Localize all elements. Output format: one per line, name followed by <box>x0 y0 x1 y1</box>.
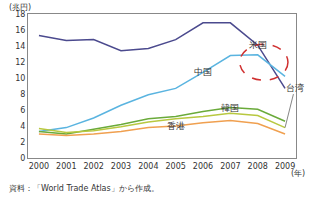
svg-text:2003: 2003 <box>111 162 131 171</box>
svg-text:0: 0 <box>20 154 25 163</box>
svg-text:2009: 2009 <box>275 162 295 171</box>
svg-text:(兆円): (兆円) <box>9 3 31 12</box>
svg-text:2005: 2005 <box>165 162 185 171</box>
svg-text:(年): (年) <box>291 169 305 178</box>
svg-text:2004: 2004 <box>138 162 158 171</box>
svg-text:14: 14 <box>15 42 25 51</box>
svg-text:10: 10 <box>15 74 25 83</box>
svg-text:2006: 2006 <box>193 162 213 171</box>
svg-text:8: 8 <box>20 90 25 99</box>
svg-text:12: 12 <box>15 58 25 67</box>
svg-text:中国: 中国 <box>194 67 212 77</box>
svg-text:2002: 2002 <box>83 162 103 171</box>
svg-text:2000: 2000 <box>29 162 49 171</box>
svg-text:2008: 2008 <box>248 162 268 171</box>
svg-text:2: 2 <box>20 138 25 147</box>
svg-text:16: 16 <box>15 26 25 35</box>
svg-text:香港: 香港 <box>167 121 185 131</box>
svg-text:6: 6 <box>20 106 25 115</box>
svg-text:資料：「World Trade Atlas」から作成。: 資料：「World Trade Atlas」から作成。 <box>9 184 159 193</box>
svg-text:2001: 2001 <box>56 162 76 171</box>
svg-text:4: 4 <box>20 122 25 131</box>
svg-text:米国: 米国 <box>249 40 267 50</box>
svg-text:18: 18 <box>15 10 25 19</box>
svg-text:韓国: 韓国 <box>221 103 239 113</box>
svg-text:台湾: 台湾 <box>286 83 304 93</box>
svg-text:2007: 2007 <box>220 162 240 171</box>
